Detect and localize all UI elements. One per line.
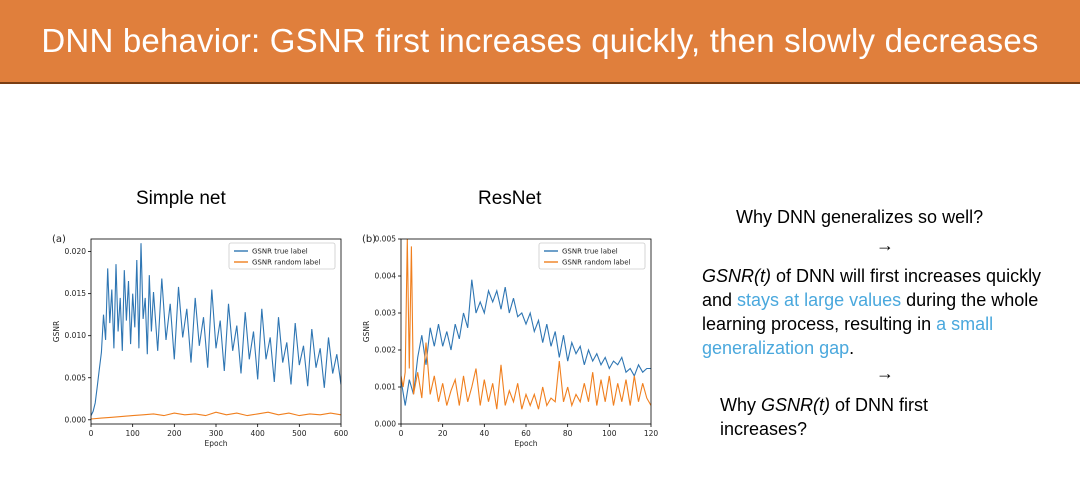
y-tick-label: 0.010 — [65, 331, 87, 340]
legend-box — [538, 242, 646, 270]
panel-a-title: Simple net — [136, 188, 226, 209]
slide-title: DNN behavior: GSNR first increases quick… — [41, 22, 1039, 59]
legend-label-1: GSNR true label — [252, 248, 308, 256]
series-line-1 — [91, 243, 341, 416]
x-tick-label: 600 — [334, 429, 349, 438]
gsnr-term: GSNR(t) — [761, 395, 831, 415]
panel-label: (a) — [52, 234, 66, 245]
legend-label-2: GSNR random label — [562, 259, 631, 267]
legend-label-2: GSNR random label — [252, 259, 321, 267]
x-tick-label: 100 — [602, 429, 617, 438]
x-axis-label: Epoch — [515, 439, 538, 448]
y-tick-label: 0.003 — [375, 309, 397, 318]
panel-label: (b) — [362, 234, 376, 245]
x-tick-label: 60 — [521, 429, 531, 438]
legend-box — [228, 242, 336, 270]
y-tick-label: 0.000 — [375, 420, 397, 429]
x-tick-label: 80 — [563, 429, 573, 438]
arrow-right-icon: → — [876, 363, 894, 383]
x-tick-label: 300 — [209, 429, 224, 438]
title-bar: DNN behavior: GSNR first increases quick… — [0, 0, 1080, 84]
panel-b-title: ResNet — [478, 188, 542, 209]
x-tick-label: 20 — [438, 429, 448, 438]
y-tick-label: 0.020 — [65, 247, 87, 256]
y-tick-label: 0.005 — [65, 373, 87, 382]
legend-label-1: GSNR true label — [562, 248, 618, 256]
x-tick-label: 200 — [167, 429, 182, 438]
explanation-paragraph: GSNR(t) of DNN will first increases quic… — [702, 264, 1072, 360]
para-text-2: during the whole learning process, resul… — [702, 290, 1039, 334]
question-why-generalize: Why DNN generalizes so well? — [736, 207, 984, 227]
y-tick-label: 0.015 — [65, 289, 87, 298]
y-tick-label: 0.002 — [375, 346, 397, 355]
series-line-2 — [91, 411, 341, 420]
para-text-1: of DNN will first increases quickly and — [702, 266, 1042, 310]
y-tick-label: 0.004 — [375, 272, 397, 281]
x-tick-label: 400 — [251, 429, 266, 438]
y-tick-label: 0.005 — [375, 235, 397, 244]
series-line-1 — [401, 279, 651, 406]
arrow-right-icon: → — [876, 235, 894, 255]
y-tick-label: 0.000 — [65, 415, 87, 424]
x-tick-label: 0 — [89, 429, 94, 438]
question-why-increase: Why GSNR(t) of DNN first increases? — [720, 393, 1020, 441]
y-tick-label: 0.001 — [375, 383, 397, 392]
para-text-3: . — [849, 338, 855, 358]
x-tick-label: 0 — [399, 429, 404, 438]
x-tick-label: 500 — [292, 429, 307, 438]
x-tick-label: 120 — [644, 429, 659, 438]
x-axis-label: Epoch — [205, 439, 228, 448]
y-axis-label: GSNR — [362, 321, 371, 342]
chart-resnet: (b) 0 20 40 60 80 100 120 0.000 0.001 0.002 0.003 0.… — [362, 234, 659, 448]
q2-text-2: of DNN first increases? — [720, 395, 929, 439]
chart-simple-net: (a) 0 100 200 300 400 500 600 0.000 0.005 0.010 0.0… — [52, 234, 349, 448]
gsnr-term: GSNR(t) — [702, 266, 771, 286]
x-tick-label: 100 — [126, 429, 141, 438]
x-tick-label: 40 — [480, 429, 490, 438]
highlight-small-gap: a small generalization gap — [702, 314, 994, 358]
series-line-2 — [401, 239, 651, 410]
highlight-large-values: stays at large values — [737, 290, 902, 310]
q2-text-1: Why — [720, 395, 762, 415]
y-axis-label: GSNR — [52, 321, 61, 342]
